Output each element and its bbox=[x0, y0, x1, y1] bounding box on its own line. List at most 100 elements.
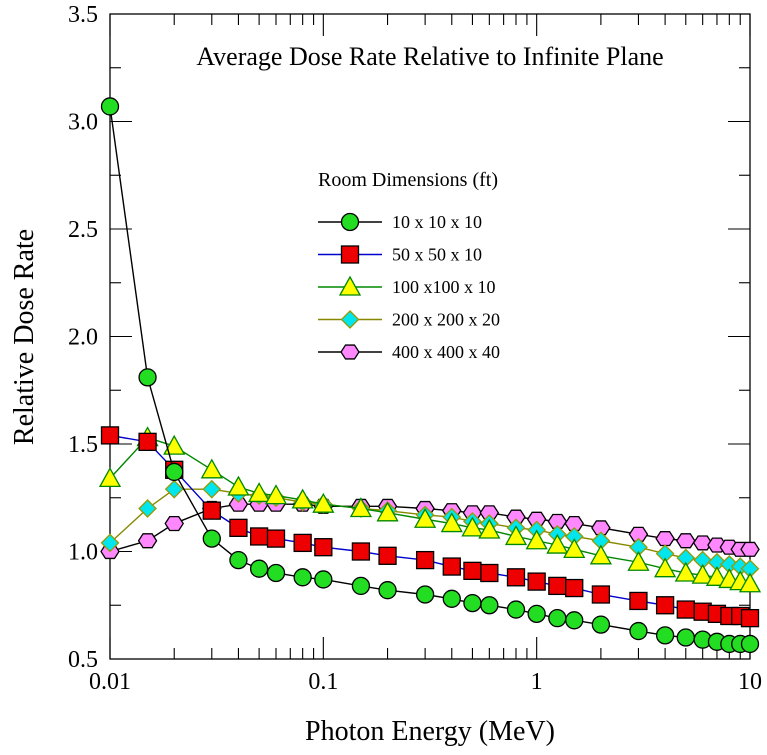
data-point bbox=[463, 593, 482, 613]
y-tick-label: 2.5 bbox=[68, 217, 98, 243]
data-point bbox=[266, 529, 286, 548]
series-line bbox=[109, 436, 751, 585]
data-point bbox=[249, 559, 269, 578]
data-point bbox=[591, 585, 611, 604]
data-point bbox=[351, 576, 371, 596]
data-point bbox=[414, 507, 437, 528]
data-point bbox=[229, 518, 248, 537]
data-point bbox=[564, 515, 585, 532]
legend-entry: 50 x 50 x 10 bbox=[318, 245, 482, 265]
data-point bbox=[655, 626, 675, 645]
data-point bbox=[628, 526, 649, 542]
legend-entry: 100 x100 x 10 bbox=[318, 275, 496, 297]
data-point bbox=[591, 520, 611, 536]
data-point bbox=[527, 604, 546, 623]
data-point bbox=[692, 535, 713, 551]
legend-entry: 400 x 400 x 40 bbox=[318, 342, 500, 362]
data-point bbox=[480, 596, 499, 615]
data-point bbox=[525, 529, 548, 550]
legend-marker bbox=[340, 344, 360, 360]
legend-label: 100 x100 x 10 bbox=[392, 277, 496, 297]
data-point bbox=[676, 533, 696, 549]
data-point bbox=[314, 570, 333, 589]
chart-title: Average Dose Rate Relative to Infinite P… bbox=[196, 42, 663, 71]
data-point bbox=[691, 563, 714, 584]
y-tick-label: 3.0 bbox=[68, 110, 98, 136]
data-point bbox=[229, 550, 248, 570]
data-point bbox=[351, 542, 371, 561]
series-1 bbox=[100, 97, 760, 654]
data-point bbox=[674, 561, 697, 582]
x-tick-label: 0.01 bbox=[89, 669, 131, 695]
data-point bbox=[248, 482, 271, 503]
data-point bbox=[314, 538, 333, 557]
data-point bbox=[291, 488, 314, 509]
data-point bbox=[164, 479, 184, 499]
data-point bbox=[415, 550, 435, 570]
y-tick-label: 2.0 bbox=[68, 325, 98, 351]
x-axis-title: Photon Energy (MeV) bbox=[305, 716, 555, 747]
data-point bbox=[378, 581, 397, 600]
data-point bbox=[163, 434, 186, 455]
legend-marker bbox=[340, 212, 360, 232]
legend-title: Room Dimensions (ft) bbox=[318, 169, 498, 191]
data-point bbox=[738, 572, 762, 593]
data-point bbox=[527, 572, 546, 591]
data-point bbox=[589, 544, 612, 565]
legend-entry: 200 x 200 x 20 bbox=[318, 310, 500, 330]
data-point bbox=[676, 600, 695, 619]
data-point bbox=[202, 501, 221, 520]
legend-label: 400 x 400 x 40 bbox=[392, 342, 500, 362]
data-point bbox=[165, 462, 184, 482]
data-point bbox=[138, 432, 157, 452]
data-point bbox=[740, 609, 760, 628]
y-tick-label: 1.5 bbox=[68, 432, 98, 458]
data-point bbox=[264, 484, 288, 505]
data-point bbox=[349, 497, 373, 518]
data-point bbox=[442, 557, 461, 576]
data-point bbox=[629, 621, 648, 641]
data-point bbox=[249, 527, 269, 546]
data-point bbox=[463, 561, 482, 580]
data-point bbox=[137, 533, 158, 549]
legend-marker bbox=[340, 310, 360, 329]
x-tick-label: 0.1 bbox=[308, 669, 338, 695]
legend-marker bbox=[340, 245, 360, 264]
data-point bbox=[461, 516, 484, 537]
data-point bbox=[266, 563, 286, 583]
data-point bbox=[504, 525, 528, 546]
data-point bbox=[293, 533, 312, 553]
data-point bbox=[227, 475, 250, 496]
legend: Room Dimensions (ft) 10 x 10 x 10 50 x 50… bbox=[318, 169, 500, 362]
data-point bbox=[563, 538, 586, 558]
data-point bbox=[591, 615, 611, 634]
axis-ticks: 0.01 0.1 1 10 0.5 1.0 1.5 2.0 2.5 3.0 3.5 bbox=[68, 2, 762, 695]
data-point bbox=[705, 565, 729, 586]
data-point bbox=[100, 97, 120, 116]
data-point bbox=[740, 634, 760, 654]
data-point bbox=[565, 611, 584, 630]
data-point bbox=[100, 426, 120, 445]
data-point bbox=[100, 533, 120, 553]
y-tick-label: 3.5 bbox=[68, 2, 98, 28]
data-point bbox=[655, 531, 675, 547]
data-point bbox=[654, 557, 677, 578]
data-point bbox=[480, 563, 499, 583]
legend-label: 50 x 50 x 10 bbox=[392, 245, 482, 265]
x-tick-label: 10 bbox=[738, 669, 762, 695]
data-point bbox=[200, 458, 223, 479]
data-point bbox=[548, 609, 567, 628]
data-point bbox=[676, 628, 695, 647]
data-point bbox=[565, 578, 584, 598]
y-tick-label: 1.0 bbox=[68, 540, 98, 566]
data-point bbox=[312, 492, 335, 513]
legend-marker bbox=[338, 275, 362, 296]
data-point bbox=[478, 518, 501, 539]
data-point bbox=[506, 600, 526, 619]
data-point bbox=[506, 568, 526, 587]
data-point bbox=[138, 499, 157, 518]
data-point bbox=[164, 515, 184, 532]
data-point bbox=[546, 533, 569, 554]
data-point bbox=[202, 529, 221, 548]
